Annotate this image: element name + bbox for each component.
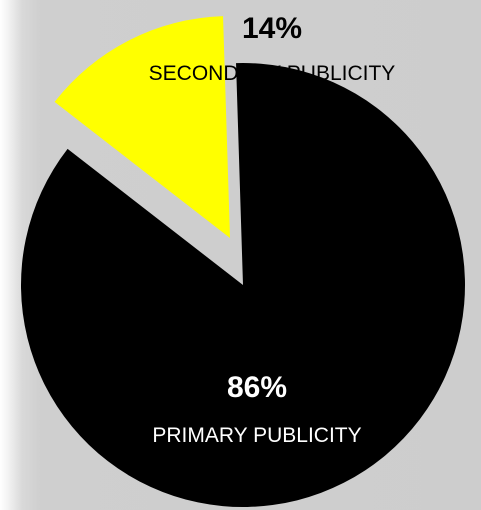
secondary-percent-label: 14% <box>242 12 302 45</box>
pie-slices <box>21 16 466 508</box>
primary-category-label: PRIMARY PUBLICITY <box>152 424 361 447</box>
pie-slice-secondary-publicity <box>54 16 231 238</box>
secondary-category-label: SECONDARY PUBLICITY <box>149 62 396 85</box>
pie-slice-primary-publicity <box>21 63 466 508</box>
primary-percent-label: 86% <box>227 371 287 404</box>
